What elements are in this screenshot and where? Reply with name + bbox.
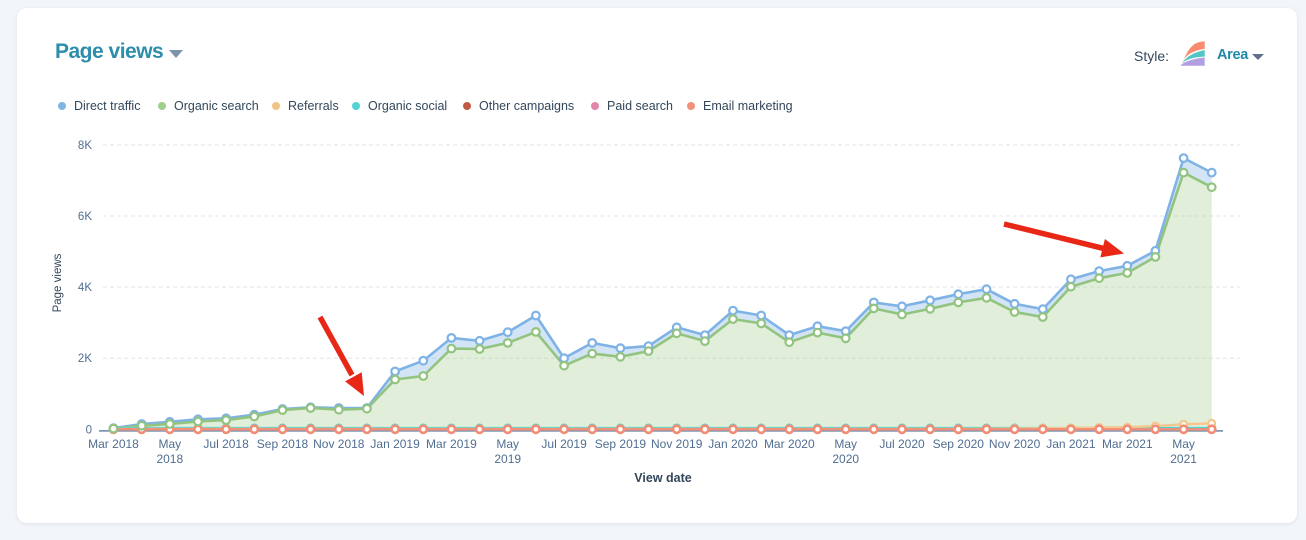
- svg-text:Mar 2019: Mar 2019: [426, 437, 477, 451]
- svg-text:6K: 6K: [78, 211, 92, 223]
- svg-text:Nov 2019: Nov 2019: [651, 437, 703, 451]
- svg-text:May: May: [1172, 437, 1195, 451]
- svg-text:May: May: [834, 437, 857, 451]
- svg-text:Jan 2019: Jan 2019: [370, 437, 420, 451]
- svg-text:View date: View date: [634, 471, 691, 485]
- svg-text:Jul 2020: Jul 2020: [879, 437, 925, 451]
- svg-text:Page views: Page views: [52, 253, 64, 312]
- svg-text:Jan 2020: Jan 2020: [708, 437, 758, 451]
- svg-text:Sep 2019: Sep 2019: [595, 437, 647, 451]
- svg-text:2021: 2021: [1170, 452, 1197, 466]
- svg-text:2K: 2K: [78, 353, 92, 365]
- svg-text:Nov 2018: Nov 2018: [313, 437, 365, 451]
- svg-text:2018: 2018: [156, 452, 183, 466]
- svg-text:4K: 4K: [78, 282, 92, 294]
- svg-text:0: 0: [86, 424, 92, 436]
- svg-text:May: May: [158, 437, 181, 451]
- svg-text:Jul 2019: Jul 2019: [541, 437, 587, 451]
- svg-text:May: May: [496, 437, 519, 451]
- svg-text:Mar 2021: Mar 2021: [1102, 437, 1153, 451]
- svg-text:8K: 8K: [78, 140, 92, 152]
- svg-text:Mar 2018: Mar 2018: [88, 437, 139, 451]
- svg-text:Jul 2018: Jul 2018: [203, 437, 249, 451]
- svg-text:Sep 2018: Sep 2018: [257, 437, 309, 451]
- svg-text:Jan 2021: Jan 2021: [1046, 437, 1096, 451]
- svg-text:2019: 2019: [494, 452, 521, 466]
- svg-text:Sep 2020: Sep 2020: [933, 437, 985, 451]
- svg-text:2020: 2020: [832, 452, 859, 466]
- svg-text:Mar 2020: Mar 2020: [764, 437, 815, 451]
- svg-text:Nov 2020: Nov 2020: [989, 437, 1041, 451]
